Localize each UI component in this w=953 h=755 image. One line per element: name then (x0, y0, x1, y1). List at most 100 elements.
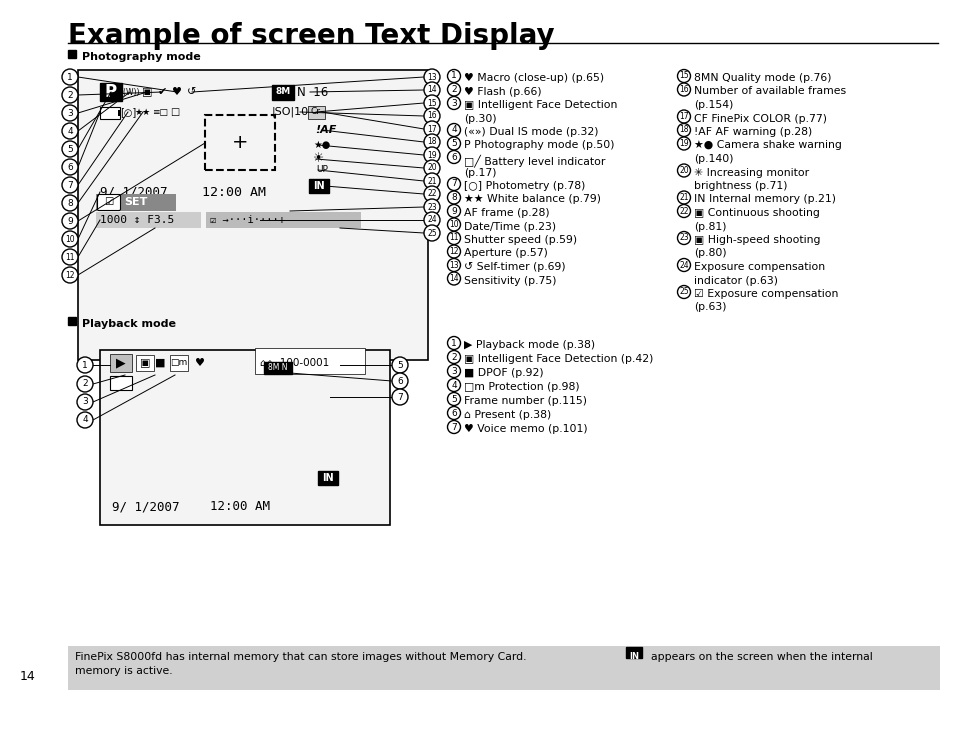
Text: ▣ Intelligent Face Detection: ▣ Intelligent Face Detection (463, 100, 617, 110)
Text: 5: 5 (451, 139, 456, 148)
Text: 1000 ↕ F3.5: 1000 ↕ F3.5 (100, 215, 174, 225)
Text: («») Dual IS mode (p.32): («») Dual IS mode (p.32) (463, 127, 598, 137)
Circle shape (447, 137, 460, 150)
Circle shape (423, 95, 439, 111)
Circle shape (423, 160, 439, 176)
Text: 9: 9 (451, 207, 456, 215)
Text: IN: IN (322, 473, 334, 483)
Circle shape (62, 123, 78, 139)
Circle shape (447, 232, 460, 245)
Text: 6: 6 (451, 153, 456, 162)
Text: ▣ Continuous shooting: ▣ Continuous shooting (693, 208, 819, 218)
Text: 16: 16 (679, 85, 688, 94)
Text: ▣ High-speed shooting: ▣ High-speed shooting (693, 235, 820, 245)
Bar (100, 107, 120, 119)
Text: □╱ Battery level indicator: □╱ Battery level indicator (463, 154, 605, 167)
Text: 8: 8 (451, 193, 456, 202)
Text: Sensitivity (p.75): Sensitivity (p.75) (463, 276, 556, 285)
Text: 22: 22 (679, 207, 688, 215)
Text: ▣: ▣ (142, 87, 152, 97)
Circle shape (62, 231, 78, 247)
Circle shape (677, 83, 690, 96)
Circle shape (447, 97, 460, 109)
Text: ⌂⌂  100-0001: ⌂⌂ 100-0001 (260, 358, 329, 368)
Text: 19: 19 (679, 139, 688, 148)
Text: Cr: Cr (311, 107, 320, 116)
Text: ☀: ☀ (313, 153, 324, 165)
Circle shape (677, 69, 690, 82)
Bar (78, 70, 428, 360)
Bar (264, 362, 292, 374)
Bar (308, 106, 325, 119)
Text: 21: 21 (427, 177, 436, 186)
Bar (110, 376, 132, 390)
Text: 11: 11 (449, 233, 458, 242)
Circle shape (677, 205, 690, 217)
Text: 23: 23 (679, 233, 688, 242)
Text: 24: 24 (427, 215, 436, 224)
Text: ☑: ☑ (104, 197, 113, 207)
Text: 16: 16 (427, 112, 436, 121)
Text: 6: 6 (67, 162, 72, 171)
Text: ((W)): ((W)) (120, 88, 139, 97)
Circle shape (423, 134, 439, 150)
Circle shape (447, 205, 460, 217)
Text: 18: 18 (427, 137, 436, 146)
Text: 8M N: 8M N (268, 363, 288, 372)
Text: ■ DPOF (p.92): ■ DPOF (p.92) (463, 368, 543, 378)
Text: FinePix S8000fd has internal memory that can store images without Memory Card.: FinePix S8000fd has internal memory that… (75, 652, 533, 662)
Text: 20: 20 (427, 164, 436, 172)
Text: !AF AF warning (p.28): !AF AF warning (p.28) (693, 127, 811, 137)
Text: Example of screen Text Display: Example of screen Text Display (68, 22, 554, 50)
Circle shape (447, 69, 460, 82)
Text: ★●: ★● (313, 140, 330, 150)
Text: 8M: 8M (275, 88, 291, 97)
Text: 2: 2 (451, 353, 456, 362)
Bar (100, 83, 122, 101)
Text: ■: ■ (154, 358, 165, 368)
Circle shape (447, 83, 460, 96)
Text: ♥: ♥ (172, 87, 182, 97)
Text: 4: 4 (451, 125, 456, 134)
Text: Photography mode: Photography mode (82, 52, 200, 62)
Text: ⌂ Present (p.38): ⌂ Present (p.38) (463, 410, 551, 420)
Bar (272, 85, 294, 100)
Text: P: P (105, 83, 117, 101)
Bar (68, 50, 76, 58)
Bar (170, 355, 188, 371)
Text: ▶ Playback mode (p.38): ▶ Playback mode (p.38) (463, 340, 595, 350)
Text: UP: UP (315, 165, 328, 174)
Text: □m Protection (p.98): □m Protection (p.98) (463, 382, 579, 392)
Text: Aperture (p.57): Aperture (p.57) (463, 248, 547, 258)
Text: ▣: ▣ (139, 358, 150, 368)
Text: 6: 6 (451, 408, 456, 418)
Circle shape (392, 373, 408, 389)
Text: ★● Camera shake warning: ★● Camera shake warning (693, 140, 841, 150)
Circle shape (423, 147, 439, 163)
Text: (p.154): (p.154) (693, 100, 733, 110)
Text: ☑ →···i····+: ☑ →···i····+ (210, 215, 285, 225)
Text: 20: 20 (679, 166, 688, 175)
Text: 3: 3 (67, 109, 72, 118)
Circle shape (423, 108, 439, 124)
Bar (317, 471, 337, 485)
Circle shape (677, 124, 690, 137)
Circle shape (62, 141, 78, 157)
Text: 14: 14 (449, 274, 458, 283)
Text: appears on the screen when the internal: appears on the screen when the internal (643, 652, 872, 662)
Text: 23: 23 (427, 202, 436, 211)
Text: 13: 13 (427, 72, 436, 82)
Circle shape (447, 378, 460, 392)
Bar (100, 350, 390, 525)
Text: 5: 5 (67, 144, 72, 153)
Text: 25: 25 (427, 229, 436, 238)
Circle shape (62, 177, 78, 193)
Text: 1: 1 (82, 360, 88, 369)
Text: 12:00 AM: 12:00 AM (210, 501, 270, 513)
Text: 9/ 1/2007: 9/ 1/2007 (100, 186, 168, 199)
Text: Number of available frames: Number of available frames (693, 87, 845, 97)
Text: +: + (232, 134, 248, 153)
Text: 9: 9 (67, 217, 72, 226)
Circle shape (77, 357, 92, 373)
Text: 21: 21 (679, 193, 688, 202)
